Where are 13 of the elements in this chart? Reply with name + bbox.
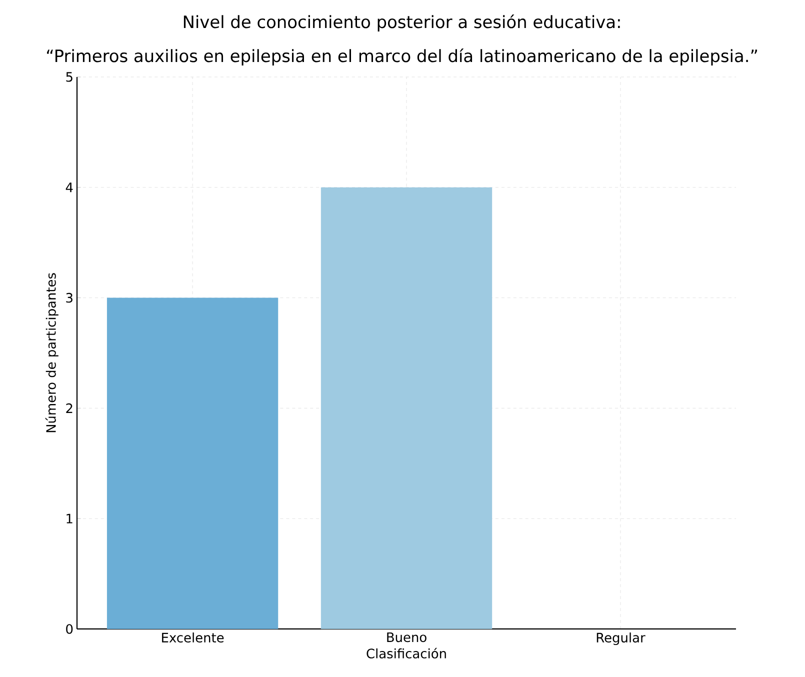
y-tick-label: 4 <box>66 182 73 192</box>
y-axis-title: Número de participantes <box>45 273 58 432</box>
x-tick-label: Regular <box>596 632 646 646</box>
y-tick-label: 3 <box>66 292 72 303</box>
x-tick-label: Excelente <box>162 632 224 643</box>
chart-subtitle: “Primeros auxilios en epilepsia en el marco del día latinoamericano de la epilepsia.” <box>47 48 757 66</box>
y-tick-label: 0 <box>66 624 73 634</box>
y-tick-label: 1 <box>66 514 72 524</box>
chart-title: Nivel de conocimiento posterior a sesión educativa: <box>184 14 620 32</box>
y-tick-label: 2 <box>66 403 72 413</box>
x-axis-title: Clasificación <box>366 648 446 658</box>
y-tick-label: 5 <box>66 72 72 82</box>
x-tick-label: Bueno <box>387 632 426 642</box>
